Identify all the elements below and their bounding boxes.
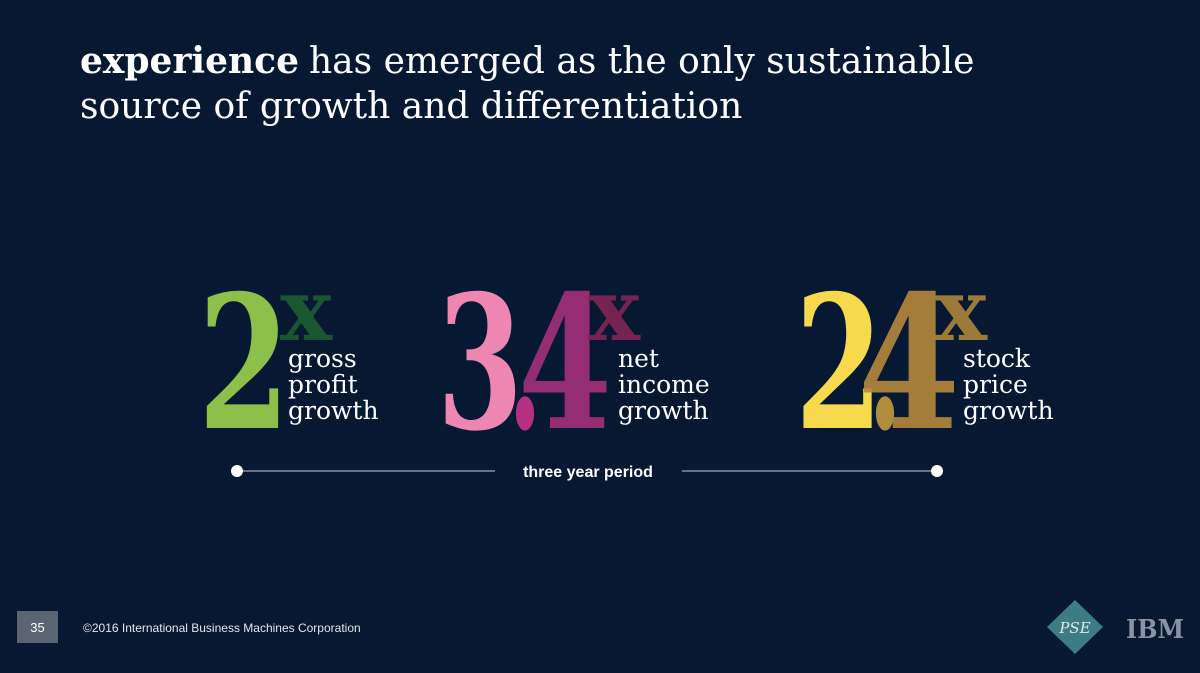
stat-digit: .: [868, 254, 902, 472]
stat-label: income: [618, 370, 710, 399]
title-line-2: source of growth and differentiation: [80, 86, 742, 127]
title-bold: experience: [80, 40, 299, 82]
stat-label: net: [618, 344, 659, 373]
pse-logo-text: PSE: [1058, 619, 1090, 637]
copyright: ©2016 International Business Machines Co…: [83, 621, 361, 635]
page-box: [17, 611, 58, 643]
stat-label: growth: [618, 396, 709, 425]
timeline-dot: [931, 465, 943, 477]
stat-digit: .: [508, 254, 542, 472]
stat-label: profit: [288, 370, 358, 399]
stat-label: price: [963, 370, 1028, 399]
stat-digit: 4: [858, 254, 960, 472]
stat-suffix: x: [935, 260, 988, 361]
stat-digit: 2: [795, 254, 883, 472]
stat-label: gross: [288, 344, 357, 373]
stat-label: growth: [963, 396, 1054, 425]
page-number: 35: [30, 620, 44, 635]
ibm-logo: IBM: [1126, 615, 1184, 645]
stat-suffix: x: [280, 260, 333, 361]
stat-suffix: x: [588, 260, 641, 361]
stat-digit: 3: [437, 254, 523, 472]
title-line-1: experience has emerged as the only sustai…: [80, 40, 974, 82]
stat-digit: 2: [198, 254, 290, 472]
stat-label: stock: [963, 344, 1031, 373]
title-text: has emerged as the only sustainable: [309, 41, 974, 82]
timeline-dot: [231, 465, 243, 477]
pse-logo: [1047, 600, 1103, 654]
stat-digit: 4: [518, 254, 612, 472]
timeline-label: three year period: [523, 464, 653, 481]
stat-label: growth: [288, 396, 379, 425]
